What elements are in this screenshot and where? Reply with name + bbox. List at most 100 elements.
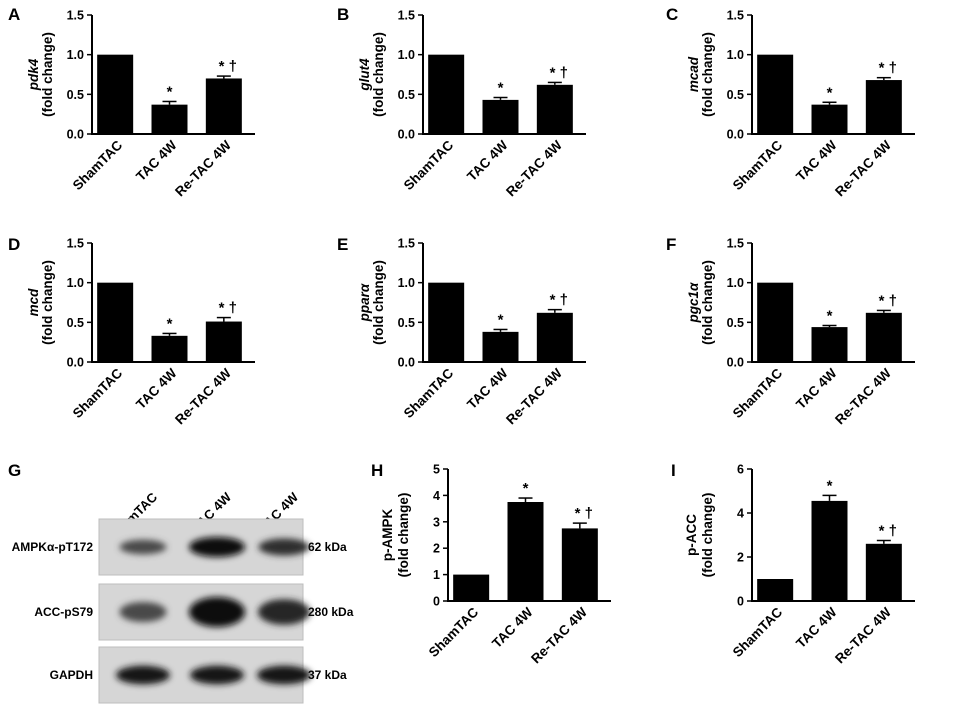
category-label: ShamTAC [70,137,126,193]
significance-marker: * † [879,523,897,540]
y-tick-label: 1.0 [67,276,84,290]
y-tick-label: 1.5 [727,9,744,23]
blot-band [119,601,167,623]
blot-band [190,665,244,685]
category-label: TAC 4W [793,137,840,184]
category-label: TAC 4W [133,137,180,184]
panel-label: H [371,461,383,480]
y-tick-label: 0.0 [398,128,415,142]
category-label: Re-TAC 4W [172,137,234,199]
blot-kda-label: 280 kDa [308,605,354,619]
y-tick-label: 1.0 [398,276,415,290]
blot-band [189,537,245,557]
bar-2 [865,312,902,362]
y-tick-label: 1.5 [398,237,415,251]
y-tick-label: 6 [737,463,744,477]
blot-band [119,539,167,555]
panel-label: G [8,461,21,480]
y-tick-label: 1.5 [67,9,84,23]
bar-0 [428,282,465,362]
chart-panel-h: H 0 1 2 3 4 5 p-AMPK (fold change) ShamTAC * TAC 4W… [371,461,611,666]
y-axis-label-unit: (fold change) [40,260,55,345]
panel-label: A [8,5,20,24]
bar-0 [97,54,134,134]
bar-2 [865,543,902,601]
y-tick-label: 4 [737,507,744,521]
category-label: Re-TAC 4W [832,137,894,199]
y-tick-label: 0.5 [398,88,415,102]
category-label: Re-TAC 4W [503,137,565,199]
bar-2 [536,312,573,362]
significance-marker: * † [575,505,593,522]
y-tick-label: 1.5 [67,237,84,251]
y-axis-label-unit: (fold change) [700,32,715,117]
significance-marker: * [827,308,833,325]
y-tick-label: 2 [737,551,744,565]
category-label: TAC 4W [793,365,840,412]
bar-1 [811,327,848,362]
y-axis-label-gene: pparα [357,283,372,322]
bar-1 [482,99,519,134]
y-axis-label-unit: (fold change) [371,260,386,345]
y-tick-label: 0 [433,595,440,609]
bar-0 [757,579,794,601]
y-tick-label: 0.0 [398,356,415,370]
category-label: TAC 4W [793,604,840,651]
y-axis-label-unit: (fold change) [700,260,715,345]
y-tick-label: 0.5 [727,316,744,330]
y-axis-label: p-ACC [684,514,699,556]
y-tick-label: 0.0 [727,356,744,370]
blot-row-label: GAPDH [50,668,93,682]
y-axis-label-unit: (fold change) [700,493,715,578]
panel-label: F [666,235,676,254]
y-axis-label-unit: (fold change) [371,32,386,117]
bar-0 [97,282,134,362]
panel-label: C [666,5,678,24]
significance-marker: * † [879,60,897,77]
bar-0 [428,54,465,134]
bar-1 [507,502,544,601]
blot-band [189,597,245,627]
significance-marker: * [523,480,529,497]
y-tick-label: 1 [433,568,440,582]
blot-band [257,665,311,685]
category-label: TAC 4W [489,604,536,651]
y-tick-label: 1.5 [398,9,415,23]
chart-panel-f: F 0.0 0.5 1.0 1.5 pgc1α (fold change) ShamTAC * T… [666,235,915,427]
significance-marker: * † [550,64,568,81]
bar-1 [482,331,519,362]
significance-marker: * † [219,300,237,317]
significance-marker: * † [219,58,237,75]
bar-2 [536,84,573,134]
significance-marker: * [498,311,504,328]
category-label: Re-TAC 4W [832,365,894,427]
blot-band [258,599,310,625]
y-axis-label-gene: pdk4 [26,58,41,91]
y-tick-label: 0.5 [67,316,84,330]
y-tick-label: 3 [433,515,440,529]
y-tick-label: 0.0 [727,128,744,142]
chart-panel-d: D 0.0 0.5 1.0 1.5 mcd (fold change) ShamTAC * TAC… [8,235,255,427]
panel-label: B [337,5,349,24]
bar-0 [757,54,794,134]
bar-0 [757,282,794,362]
category-label: TAC 4W [133,365,180,412]
bar-1 [811,500,848,601]
bar-0 [453,574,490,601]
category-label: ShamTAC [401,365,457,421]
y-tick-label: 1.5 [727,237,744,251]
category-label: ShamTAC [70,365,126,421]
bar-1 [151,335,188,362]
y-tick-label: 2 [433,542,440,556]
blot-row-label: ACC-pS79 [34,605,93,619]
chart-panel-a: A 0.0 0.5 1.0 1.5 pdk4 (fold change) ShamTAC * TA… [8,5,255,199]
blot-band [116,665,170,685]
chart-panel-b: B 0.0 0.5 1.0 1.5 glut4 (fold change) ShamTAC * T… [337,5,586,199]
y-axis-label-unit: (fold change) [396,493,411,578]
bar-1 [151,104,188,134]
significance-marker: * [167,315,173,332]
category-label: ShamTAC [426,604,482,660]
blot-row-label: AMPKα-pT172 [12,540,94,554]
